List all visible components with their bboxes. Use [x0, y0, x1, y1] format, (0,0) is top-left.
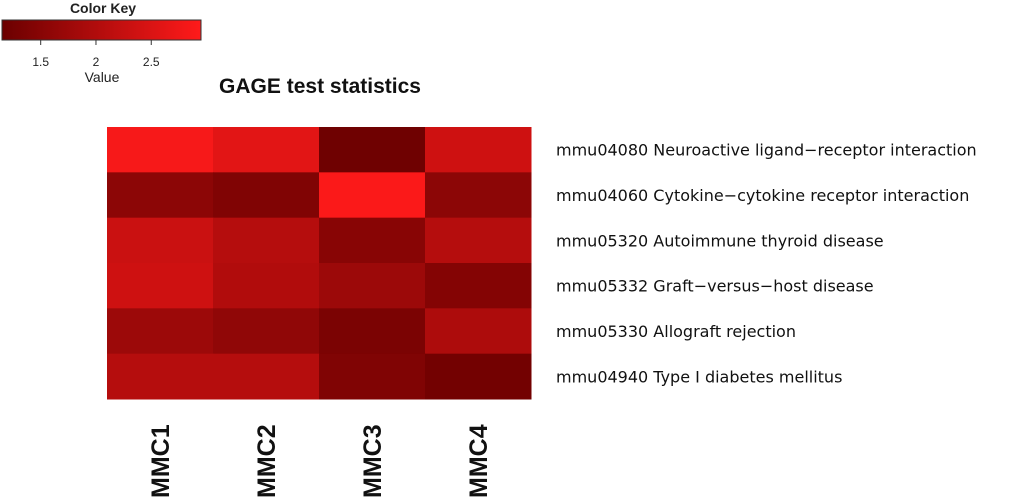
color-key-title: Color Key: [70, 0, 136, 16]
row-label: mmu05320 Autoimmune thyroid disease: [556, 231, 884, 250]
color-key-ticks: 1.5 2 2.5: [32, 40, 160, 69]
row-labels: mmu04080 Neuroactive ligand−receptor int…: [556, 141, 977, 387]
heatmap-cell: [425, 127, 532, 173]
column-label: MMC3: [359, 424, 387, 498]
heatmap-cell: [425, 263, 532, 309]
row-label: mmu04080 Neuroactive ligand−receptor int…: [556, 141, 977, 160]
row-label: mmu05332 Graft−versus−host disease: [556, 277, 874, 296]
chart-title: GAGE test statistics: [219, 75, 421, 98]
heatmap-cell: [107, 127, 214, 173]
heatmap-cell: [213, 308, 320, 355]
column-labels: MMC1 MMC2 MMC3 MMC4: [147, 424, 493, 498]
heatmap-cell: [319, 353, 426, 400]
row-label: mmu04940 Type I diabetes mellitus: [556, 367, 842, 386]
heatmap-cell: [107, 172, 214, 219]
column-label: MMC2: [253, 424, 281, 498]
color-key-tick-label: 2: [93, 55, 100, 69]
heatmap-cell: [107, 217, 214, 264]
color-key: Color Key 1.5 2 2.5 Value: [1, 0, 202, 85]
heatmap-cell: [319, 172, 426, 219]
column-label: MMC4: [465, 424, 493, 498]
heatmap-cell: [425, 353, 532, 400]
heatmap-cell: [213, 127, 320, 173]
heatmap-cell: [425, 172, 532, 219]
color-key-value-label: Value: [85, 69, 120, 85]
heatmap-cell: [107, 353, 214, 400]
heatmap-cell: [425, 308, 532, 355]
color-key-bar: [1, 19, 202, 41]
color-key-tick-label: 2.5: [143, 55, 160, 69]
heatmap-cell: [319, 308, 426, 355]
heatmap-cell: [319, 127, 426, 173]
heatmap-cell: [319, 217, 426, 264]
heatmap-cell: [213, 172, 320, 219]
heatmap-cell: [425, 217, 532, 264]
row-label: mmu04060 Cytokine−cytokine receptor inte…: [556, 186, 969, 205]
heatmap-cell: [107, 308, 214, 355]
column-label: MMC1: [147, 424, 175, 498]
heatmap-cell: [107, 263, 214, 309]
heatmap-cell: [213, 263, 320, 309]
heatmap-cell: [319, 263, 426, 309]
heatmap-cell: [213, 217, 320, 264]
row-label: mmu05330 Allograft rejection: [556, 322, 796, 341]
heatmap-cell: [213, 353, 320, 400]
heatmap-cells: [107, 127, 532, 400]
color-key-tick-label: 1.5: [32, 55, 49, 69]
